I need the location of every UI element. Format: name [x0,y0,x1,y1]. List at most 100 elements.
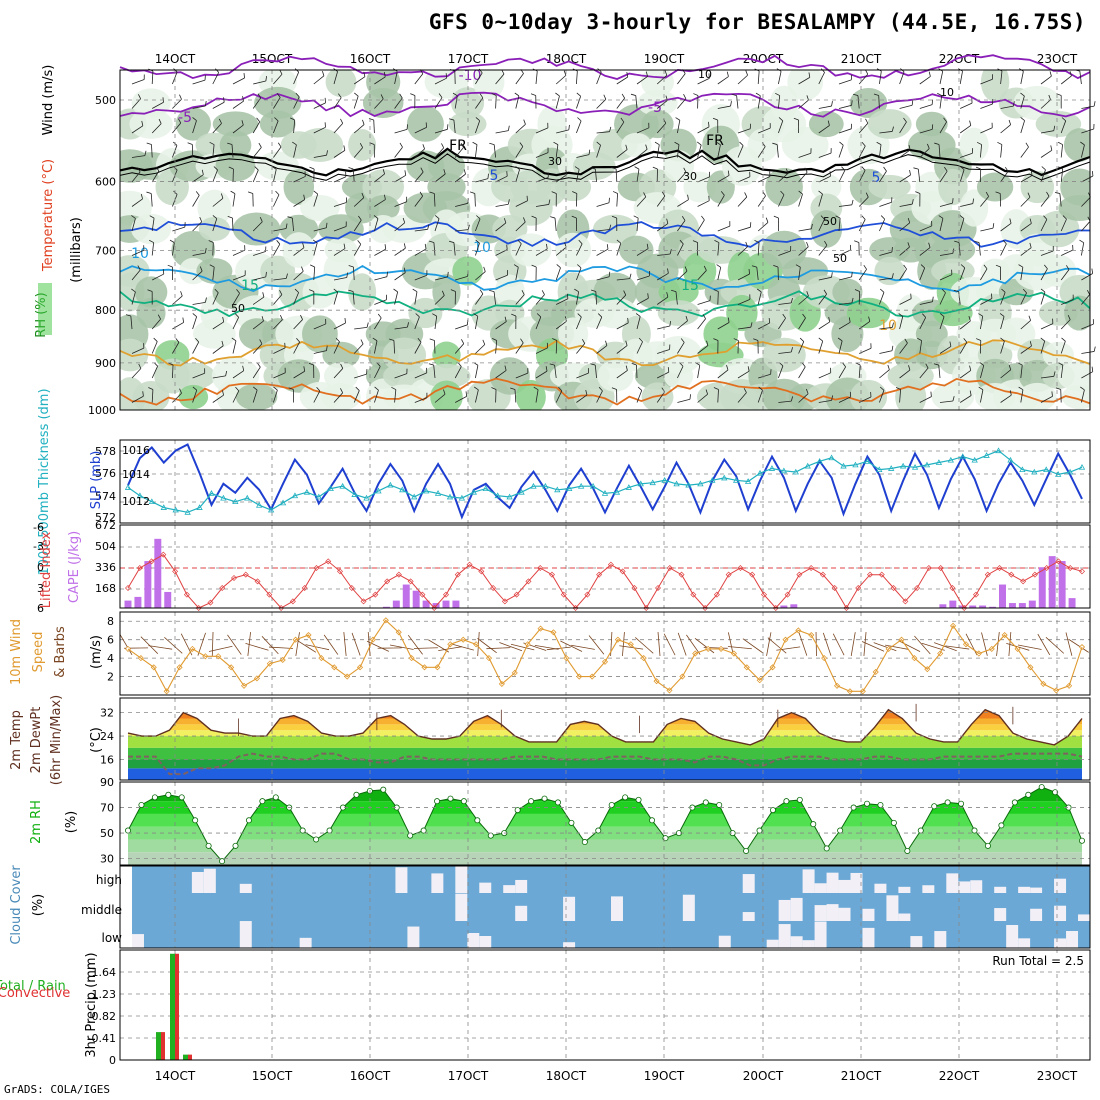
wind-barb-flag [773,264,779,268]
wind-barb-flag [654,141,660,146]
contour-label: 5 [872,170,881,186]
wind-barb-flag [743,388,747,393]
wind-barb-flag [259,339,263,345]
wind-barb [919,128,933,134]
wind-barb-flag [443,169,446,175]
temp-band [128,736,1082,748]
date-tick-top: 20OCT [743,52,784,66]
wind-barb [758,322,770,330]
wind-barb [414,195,423,207]
wind-barb [1020,175,1033,183]
wind-barb-flag [465,391,468,397]
rh-marker [528,798,535,805]
li-marker [266,591,273,598]
wind-barb-flag [1091,170,1094,177]
wind-barb [131,347,145,354]
wind-barb [172,295,183,305]
rh-marker [165,791,172,798]
wind-barb [172,322,184,330]
wind10m-barb-tail [622,647,624,657]
wind-barb [556,129,569,134]
wind-barb [939,400,953,403]
wind-barb-flag [576,92,581,97]
wind-barb [394,146,403,158]
wind-barb-flag [625,340,628,346]
wind-barb-flag [997,141,1003,145]
wind10m-barb-tail [369,647,371,657]
wind-barb [778,400,792,403]
wind-barb-flag [1080,141,1085,146]
cloud-fill [299,937,312,948]
wind-barb-flag [664,70,668,76]
wind-barb [252,147,262,158]
wind10m-barb-tail [924,647,931,655]
wind-barb-flag [824,240,828,246]
cloud-fill [1054,905,1067,921]
wind-barb-flag [705,389,709,395]
cloud-fill [838,879,851,893]
wind10m-barb [428,639,443,649]
isotherm-8 [119,377,1091,406]
cloud-fill [395,867,408,893]
wind-barb-flag [915,191,921,194]
wind-barb [1081,144,1085,158]
wind-barb [353,390,360,403]
wind10m-barb [450,643,467,649]
wind-barb [535,294,545,305]
wind-barb [717,175,730,183]
wind-barb-flag [460,142,464,148]
wind-barb-flag [546,243,548,249]
wind-barb [938,365,941,379]
li-marker [478,568,485,575]
rh-cell [787,70,824,101]
wind-barb-flag [285,273,288,279]
date-tick-bottom: 21OCT [841,1069,882,1083]
wind-barb [474,193,476,207]
wind-barb [433,365,436,379]
wind-barb [576,169,580,183]
wind-barb [939,121,947,134]
wind-barb [576,243,583,256]
wind-barb-flag [630,93,636,96]
wind-barb-flag [708,121,710,127]
wind-barb [394,174,406,183]
wind-barb [616,121,625,134]
wind-barb [354,326,368,330]
wind-barb [1060,169,1064,183]
li-marker [549,571,555,578]
wind-barb-flag [685,315,688,321]
wind-barb [1060,365,1064,379]
wind-barb-flag [348,167,354,170]
wind10m-barb [119,634,129,649]
wind-barb [594,365,597,379]
wind-barb [838,145,844,158]
wind-barb-flag [227,142,233,145]
cloud-fill [994,886,1007,893]
wind-barb-flag [142,391,144,397]
wind-barb-flag [175,338,180,343]
wind-barb [1020,120,1025,134]
wind-barb-flag [242,365,245,371]
rh-cell [915,320,948,348]
cape-bar [1058,561,1066,608]
wind-barb-flag [399,142,403,148]
wind-barb [1040,323,1054,330]
wind-barb-flag [373,215,379,219]
thickness-line [127,450,1083,513]
precip-convective-bar [188,1054,192,1060]
wind-barb [495,95,497,109]
wind10m-barb-tail [151,647,159,654]
rh-marker [877,801,884,808]
wind-barb-flag [827,120,830,126]
rh-cell [259,110,296,138]
wind-barb [172,71,178,85]
wind10m-barb-tail [683,647,687,656]
cloud-fill [970,880,983,893]
wind-barb [475,72,483,85]
wind-barb-flag [976,338,981,341]
wind-barb-flag [1051,391,1053,397]
cape-bar [442,600,450,608]
rh-cell [658,278,699,306]
